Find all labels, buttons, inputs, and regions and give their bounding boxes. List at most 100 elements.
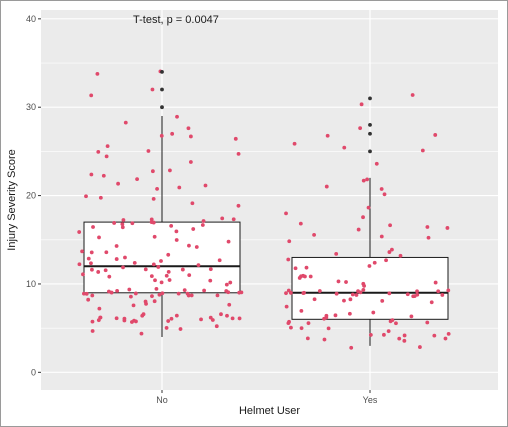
data-point bbox=[299, 308, 304, 313]
data-point bbox=[149, 217, 154, 222]
data-point bbox=[150, 169, 155, 174]
data-point bbox=[101, 173, 106, 178]
data-point bbox=[405, 292, 410, 297]
data-point bbox=[354, 293, 359, 297]
data-point bbox=[151, 262, 156, 267]
data-point bbox=[226, 290, 231, 295]
data-point bbox=[90, 267, 94, 272]
data-point bbox=[107, 274, 112, 279]
data-point bbox=[237, 290, 242, 295]
data-point bbox=[446, 331, 451, 336]
data-point bbox=[350, 292, 355, 297]
data-point bbox=[155, 186, 159, 191]
data-point bbox=[120, 225, 125, 230]
data-point bbox=[144, 301, 148, 306]
data-point bbox=[159, 259, 163, 263]
data-point bbox=[284, 291, 288, 296]
data-point bbox=[215, 293, 220, 298]
data-point bbox=[132, 260, 137, 265]
outlier-points bbox=[160, 69, 372, 154]
data-point bbox=[130, 221, 135, 226]
data-point bbox=[143, 267, 148, 272]
data-point bbox=[89, 172, 94, 177]
y-axis-ticks: 0 10 20 30 40 bbox=[26, 14, 41, 377]
data-point bbox=[286, 321, 291, 325]
data-point bbox=[324, 184, 329, 189]
data-point bbox=[306, 321, 311, 326]
data-point bbox=[365, 177, 370, 182]
data-point bbox=[228, 280, 233, 285]
data-point bbox=[121, 218, 126, 222]
data-point bbox=[384, 258, 388, 263]
data-point bbox=[425, 225, 430, 229]
data-point bbox=[214, 324, 219, 329]
data-point bbox=[217, 258, 222, 263]
data-point bbox=[219, 312, 223, 317]
data-point bbox=[292, 141, 297, 146]
data-point bbox=[224, 282, 229, 287]
data-point bbox=[123, 120, 128, 125]
data-point bbox=[429, 300, 434, 305]
outlier-point bbox=[368, 96, 372, 101]
data-point bbox=[293, 266, 298, 271]
data-point bbox=[208, 315, 213, 320]
data-point bbox=[121, 265, 125, 270]
data-point bbox=[149, 274, 154, 278]
data-point bbox=[84, 291, 89, 296]
data-point bbox=[187, 243, 191, 248]
data-point bbox=[445, 226, 450, 230]
data-point bbox=[129, 294, 133, 299]
data-point bbox=[333, 313, 338, 318]
data-point bbox=[89, 261, 93, 266]
data-point bbox=[225, 313, 229, 318]
data-point bbox=[304, 265, 309, 270]
data-point bbox=[366, 205, 371, 210]
data-point bbox=[194, 245, 199, 249]
data-point bbox=[412, 294, 417, 299]
data-point bbox=[95, 71, 100, 76]
data-point bbox=[123, 255, 127, 260]
data-point bbox=[186, 293, 191, 298]
data-point bbox=[367, 264, 372, 268]
data-point bbox=[317, 289, 322, 293]
data-point bbox=[336, 279, 341, 284]
data-point bbox=[89, 93, 94, 98]
data-point bbox=[80, 249, 84, 254]
data-point bbox=[426, 235, 431, 240]
data-point bbox=[114, 257, 119, 261]
data-point bbox=[203, 183, 208, 188]
x-tick-label: No bbox=[156, 395, 168, 405]
t-test-annotation: T-test, p = 0.0047 bbox=[133, 14, 219, 26]
data-point bbox=[127, 287, 132, 292]
y-tick-label: 0 bbox=[31, 367, 36, 377]
data-point bbox=[96, 270, 101, 274]
data-point bbox=[164, 273, 169, 278]
data-point bbox=[287, 239, 292, 244]
data-point bbox=[312, 232, 316, 237]
data-point bbox=[178, 327, 183, 331]
data-point bbox=[84, 194, 88, 199]
data-point bbox=[106, 289, 111, 294]
data-point bbox=[342, 145, 347, 150]
data-point bbox=[208, 267, 213, 272]
data-point bbox=[176, 291, 181, 296]
data-point bbox=[182, 288, 187, 293]
data-point bbox=[379, 234, 384, 239]
data-point bbox=[301, 291, 306, 296]
data-point bbox=[152, 299, 157, 304]
y-tick-label: 40 bbox=[26, 14, 36, 24]
data-point bbox=[190, 201, 195, 206]
data-point bbox=[334, 291, 339, 296]
data-point bbox=[387, 291, 392, 296]
data-point bbox=[418, 345, 422, 349]
data-point bbox=[233, 136, 238, 141]
data-point bbox=[151, 196, 156, 201]
data-point bbox=[387, 250, 392, 254]
data-point bbox=[152, 234, 157, 239]
data-point bbox=[199, 317, 203, 322]
data-point bbox=[297, 276, 302, 280]
data-point bbox=[356, 227, 361, 232]
data-point bbox=[98, 195, 103, 200]
data-point bbox=[174, 229, 179, 234]
